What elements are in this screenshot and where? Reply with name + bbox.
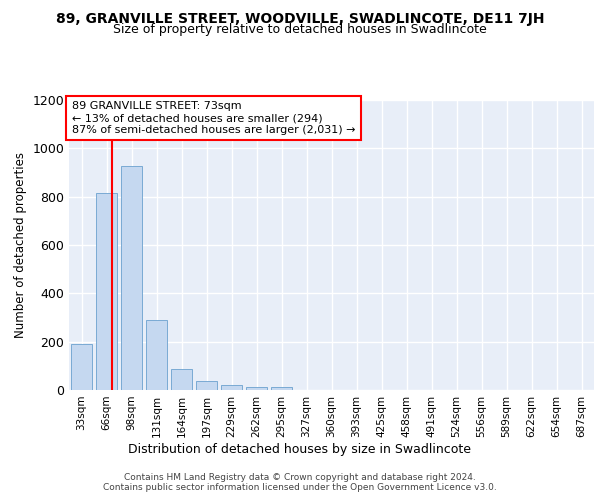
Bar: [271, 387, 292, 390]
Text: 89, GRANVILLE STREET, WOODVILLE, SWADLINCOTE, DE11 7JH: 89, GRANVILLE STREET, WOODVILLE, SWADLIN…: [56, 12, 544, 26]
Text: Distribution of detached houses by size in Swadlincote: Distribution of detached houses by size …: [128, 442, 472, 456]
Text: Size of property relative to detached houses in Swadlincote: Size of property relative to detached ho…: [113, 22, 487, 36]
Bar: [171, 370, 192, 390]
Bar: [121, 166, 142, 390]
Text: Contains HM Land Registry data © Crown copyright and database right 2024.: Contains HM Land Registry data © Crown c…: [124, 472, 476, 482]
Bar: [146, 320, 167, 390]
Bar: [246, 387, 267, 390]
Bar: [221, 385, 242, 390]
Text: Contains public sector information licensed under the Open Government Licence v3: Contains public sector information licen…: [103, 484, 497, 492]
Bar: [71, 344, 92, 390]
Bar: [96, 193, 117, 390]
Bar: [196, 381, 217, 390]
Y-axis label: Number of detached properties: Number of detached properties: [14, 152, 27, 338]
Text: 89 GRANVILLE STREET: 73sqm
← 13% of detached houses are smaller (294)
87% of sem: 89 GRANVILLE STREET: 73sqm ← 13% of deta…: [71, 102, 355, 134]
